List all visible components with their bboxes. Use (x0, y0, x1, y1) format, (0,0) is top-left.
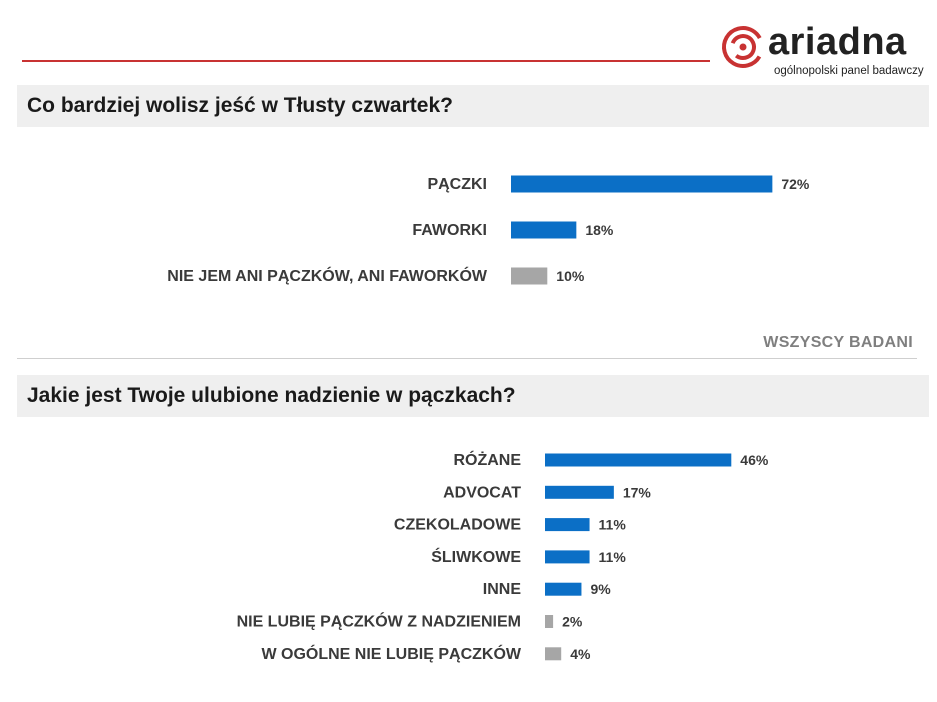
q1-value-label: 10% (556, 268, 585, 284)
q2-category-label: ŚLIWKOWE (431, 547, 521, 566)
question-1-title: Co bardziej wolisz jeść w Tłusty czwarte… (27, 94, 453, 117)
q2-value-label: 4% (570, 646, 591, 662)
ariadna-tagline: ogólnopolski panel badawczy (774, 65, 924, 77)
q2-bar (545, 647, 562, 661)
header-divider-line (22, 60, 710, 62)
question-1-bar-chart: PĄCZKI 72% FAWORKI 18% NIE JEM ANI PĄCZKÓW, … (167, 175, 810, 285)
question-1-header: Co bardziej wolisz jeść w Tłusty czwarte… (17, 85, 929, 127)
q2-value-label: 46% (740, 452, 769, 468)
q2-category-label: RÓŻANE (453, 450, 521, 469)
section-divider (17, 358, 917, 359)
q2-category-label: W OGÓLNE NIE LUBIĘ PĄCZKÓW (261, 644, 521, 663)
q1-category-label: NIE JEM ANI PĄCZKÓW, ANI FAWORKÓW (167, 266, 488, 285)
q1-bar (511, 267, 548, 285)
q1-value-label: 72% (781, 176, 810, 192)
q2-category-label: NIE LUBIĘ PĄCZKÓW Z NADZIENIEM (237, 612, 521, 631)
q1-bar (511, 175, 773, 193)
base-note: WSZYSCY BADANI (763, 334, 913, 351)
q2-value-label: 11% (599, 549, 627, 565)
q2-value-label: 9% (590, 581, 611, 597)
q2-category-label: ADVOCAT (443, 484, 521, 501)
ariadna-logo: ariadna ogólnopolski panel badawczy (720, 21, 932, 80)
q2-bar (545, 615, 554, 628)
q2-value-label: 11% (599, 517, 627, 533)
question-2-bar-chart: RÓŻANE 46% ADVOCAT 17% CZEKOLADOWE 11% ŚLIWKOW… (237, 450, 769, 663)
q2-bar (545, 485, 614, 499)
q1-category-label: FAWORKI (412, 222, 487, 239)
q1-category-label: PĄCZKI (427, 176, 487, 193)
question-2-header: Jakie jest Twoje ulubione nadzienie w pą… (17, 375, 929, 417)
q1-value-label: 18% (585, 222, 614, 238)
q2-bar (545, 453, 732, 467)
ariadna-wordmark: ariadna (768, 21, 907, 63)
q2-category-label: INNE (483, 581, 522, 598)
q2-bar (545, 550, 590, 564)
q2-value-label: 17% (623, 484, 652, 500)
q2-value-label: 2% (562, 614, 583, 630)
q2-category-label: CZEKOLADOWE (394, 517, 521, 534)
q2-bar (545, 582, 582, 596)
question-2-title: Jakie jest Twoje ulubione nadzienie w pą… (27, 384, 516, 407)
q2-bar (545, 518, 590, 532)
q1-bar (511, 221, 577, 239)
ariadna-logo-mark-icon (722, 25, 764, 68)
